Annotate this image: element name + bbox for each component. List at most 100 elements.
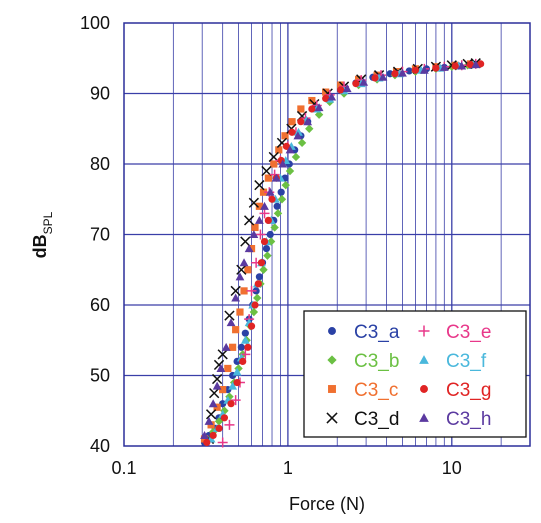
data-point [219, 386, 227, 394]
data-point [261, 165, 272, 177]
data-point [270, 223, 279, 232]
data-point [259, 208, 270, 219]
data-point [291, 152, 301, 162]
data-point [398, 68, 407, 77]
data-point [217, 349, 228, 360]
data-point [208, 399, 218, 408]
data-point [251, 301, 259, 309]
plot-frame [123, 22, 531, 447]
data-point [288, 118, 296, 126]
legend-label: C3_a [354, 322, 400, 343]
legend-marker [419, 355, 429, 364]
data-point [204, 416, 214, 425]
data-point [248, 197, 260, 208]
legend-marker [420, 385, 428, 393]
data-point [251, 223, 259, 232]
data-point [288, 128, 296, 136]
data-point [282, 142, 291, 150]
data-point [200, 435, 209, 443]
data-point [247, 322, 256, 330]
x-tick-label: 0.1 [111, 458, 136, 478]
data-point [216, 364, 226, 372]
data-point [243, 215, 255, 226]
data-point [466, 60, 475, 69]
data-point [227, 400, 235, 408]
legend-label: C3_f [446, 351, 487, 372]
legend-marker [327, 355, 337, 365]
data-point [240, 349, 251, 360]
data-point [212, 381, 222, 390]
data-point [224, 310, 235, 321]
data-point [308, 105, 316, 113]
data-point [239, 357, 247, 365]
data-point [342, 84, 352, 93]
data-point [225, 392, 234, 401]
data-point [264, 174, 272, 182]
data-point [240, 236, 251, 247]
data-point [232, 326, 240, 334]
data-point [297, 105, 305, 113]
data-point [249, 230, 259, 239]
legend-marker [328, 327, 336, 335]
data-point [233, 378, 241, 387]
data-point [277, 195, 287, 204]
data-point [259, 188, 268, 196]
data-point [240, 335, 250, 344]
y-tick-label: 100 [80, 13, 110, 33]
data-point [271, 173, 281, 182]
data-point [297, 138, 307, 148]
legend-label: C3_g [446, 380, 491, 401]
data-point [294, 127, 303, 136]
y-tick-label: 80 [90, 154, 110, 174]
data-point [405, 67, 413, 75]
data-point [215, 424, 223, 432]
data-point [211, 373, 223, 385]
legend-label: C3_e [446, 322, 491, 343]
legend-marker [328, 385, 336, 393]
data-point [220, 414, 229, 422]
data-point [244, 244, 254, 253]
data-point [217, 437, 228, 448]
data-point [229, 343, 237, 351]
data-point [322, 94, 330, 103]
data-point [230, 285, 241, 297]
data-point [281, 180, 290, 190]
data-point [285, 166, 295, 176]
data-point [451, 62, 459, 70]
x-axis-title: Force (N) [289, 494, 365, 514]
data-point [230, 395, 241, 406]
data-point [244, 266, 252, 274]
data-point [391, 70, 399, 78]
data-point [352, 80, 360, 88]
data-point [259, 265, 268, 274]
data-point [209, 387, 220, 399]
legend-box [303, 310, 527, 438]
data-point [278, 159, 288, 168]
y-tick-label: 50 [90, 366, 110, 386]
data-point [236, 264, 247, 275]
y-axis-title-main: dB [30, 234, 50, 258]
data-point [249, 307, 259, 317]
data-point [439, 63, 449, 71]
legend-marker [419, 413, 429, 422]
data-point [228, 381, 238, 390]
data-point [235, 272, 245, 281]
data-point [285, 145, 295, 154]
data-point [200, 431, 209, 439]
data-point [260, 201, 269, 210]
x-tick-label: 10 [442, 458, 462, 478]
data-point [477, 60, 485, 68]
data-point [268, 195, 276, 203]
data-point [273, 202, 281, 210]
data-point [281, 132, 289, 140]
x-tick-label: 1 [283, 458, 293, 478]
data-point [254, 280, 262, 288]
data-point [232, 367, 242, 376]
data-point [253, 293, 262, 303]
legend-label: C3_b [354, 351, 399, 372]
data-point [257, 259, 266, 267]
data-point [371, 74, 379, 82]
data-point [224, 364, 232, 373]
data-point [254, 180, 265, 191]
